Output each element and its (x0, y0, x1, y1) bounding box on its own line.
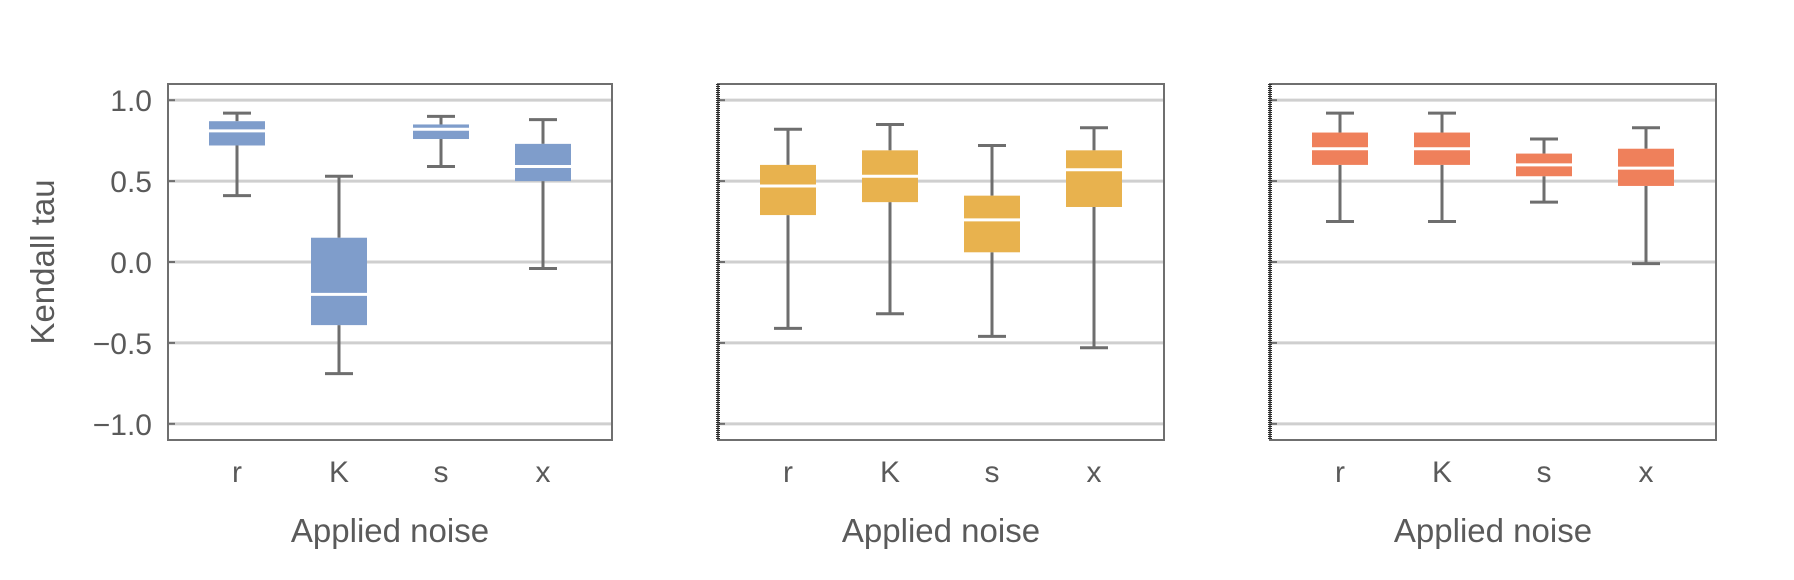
y-axis-title: Kendall tau (24, 179, 61, 344)
x-tick-label: r (783, 456, 793, 489)
x-tick-label: r (1335, 456, 1345, 489)
y-tick-label: −1.0 (93, 409, 152, 442)
x-axis-title: Applied noise (842, 512, 1040, 549)
x-tick-label: s (434, 456, 449, 489)
box-x (1066, 126, 1122, 350)
x-tick-label: s (985, 456, 1000, 489)
y-tick-label: 0.5 (110, 166, 152, 199)
x-tick-label: s (1537, 456, 1552, 489)
plot-frame (167, 83, 613, 441)
x-tick-label: x (1639, 456, 1654, 489)
box-s (1516, 137, 1572, 204)
iqr-box (515, 143, 571, 182)
box-s (964, 143, 1020, 338)
box-r (209, 111, 265, 198)
x-tick-label: x (536, 456, 551, 489)
box-K (862, 122, 918, 316)
box-r (760, 127, 816, 330)
x-tick-label: K (880, 456, 900, 489)
iqr-box (760, 164, 816, 216)
x-axis-title: Applied noise (1394, 512, 1592, 549)
box-K (311, 174, 367, 376)
y-tick-label: 1.0 (110, 85, 152, 118)
iqr-box (964, 195, 1020, 253)
y-tick-label: 0.0 (110, 247, 152, 280)
box-x (515, 118, 571, 270)
x-tick-label: K (329, 456, 349, 489)
box-x (1618, 126, 1674, 266)
x-tick-label: K (1432, 456, 1452, 489)
x-axis-title: Applied noise (291, 512, 489, 549)
box-s (413, 114, 469, 169)
iqr-box (413, 124, 469, 140)
x-tick-label: r (232, 456, 242, 489)
iqr-box (209, 121, 265, 146)
iqr-box (311, 237, 367, 326)
iqr-box (1066, 150, 1122, 207)
x-tick-label: x (1087, 456, 1102, 489)
box-K (1414, 111, 1470, 224)
box-r (1312, 111, 1368, 224)
y-tick-label: −0.5 (93, 328, 152, 361)
